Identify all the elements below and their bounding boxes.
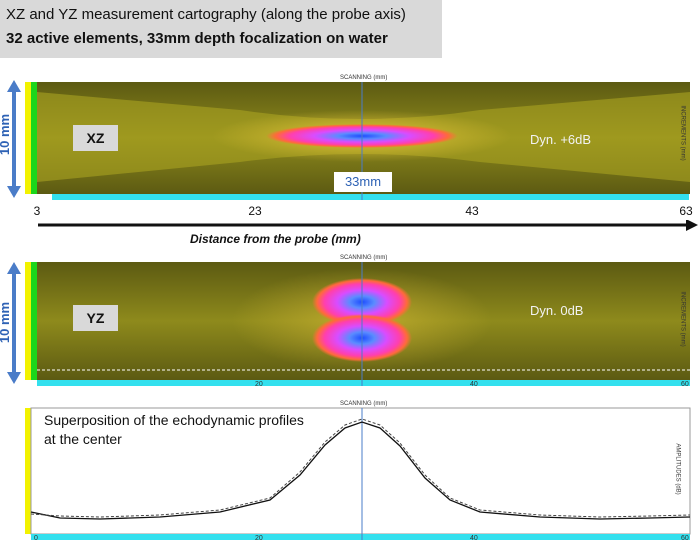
xz-left-bar-yellow [25, 82, 31, 194]
xz-left-bar-green [31, 82, 37, 194]
profile-left-bar-yellow [25, 408, 31, 534]
focus-depth-label: 33mm [334, 172, 392, 192]
distance-tick-43: 43 [455, 202, 489, 220]
profile-scale-tick-20: 20 [255, 535, 263, 542]
xz-tag: XZ [73, 125, 118, 151]
yz-increments-label: INCREMENTS (mm) [679, 291, 686, 347]
title-line-2: 32 active elements, 33mm depth focalizat… [6, 30, 388, 47]
profile-scanning-label: SCANNING (mm) [340, 401, 388, 407]
yz-dimension-label: 10 mm [0, 301, 13, 344]
xz-increments-label: INCREMENTS (mm) [679, 105, 686, 161]
distance-tick-3: 3 [26, 202, 48, 220]
distance-tick-63: 63 [672, 202, 700, 220]
title-box [0, 0, 442, 58]
yz-tag: YZ [73, 305, 118, 331]
yz-scale-bar [37, 380, 690, 386]
profile-curve-solid [30, 421, 691, 520]
xz-scale-bar [52, 194, 689, 200]
profile-plot-area [30, 407, 691, 535]
xz-dimension-label: 10 mm [0, 113, 13, 156]
profile-scale-bar [31, 534, 690, 540]
superposition-label: Superposition of the echodynamic profile… [44, 412, 304, 447]
yz-left-bar-green [31, 262, 37, 380]
distance-tick-23: 23 [238, 202, 272, 220]
title-line-1: XZ and YZ measurement cartography (along… [6, 6, 406, 23]
yz-dyn-label: Dyn. 0dB [530, 303, 584, 318]
yz-scale-tick-20: 20 [255, 381, 263, 388]
yz-left-bar-yellow [25, 262, 31, 380]
profile-amplitudes-label: AMPLITUDES (dB) [674, 443, 681, 495]
xz-dyn-label: Dyn. +6dB [530, 132, 592, 147]
yz-scale-tick-40: 40 [470, 381, 478, 388]
yz-scanning-label: SCANNING (mm) [340, 255, 388, 261]
profile-scale-tick-40: 40 [470, 535, 478, 542]
profile-scale-tick-0: 0 [34, 535, 38, 542]
yz-scale-tick-60: 60 [681, 381, 689, 388]
profile-scale-tick-60: 60 [681, 535, 689, 542]
profile-curve-dashed [30, 418, 691, 518]
distance-label: Distance from the probe (mm) [190, 232, 361, 246]
xz-scanning-label: SCANNING (mm) [340, 75, 388, 81]
